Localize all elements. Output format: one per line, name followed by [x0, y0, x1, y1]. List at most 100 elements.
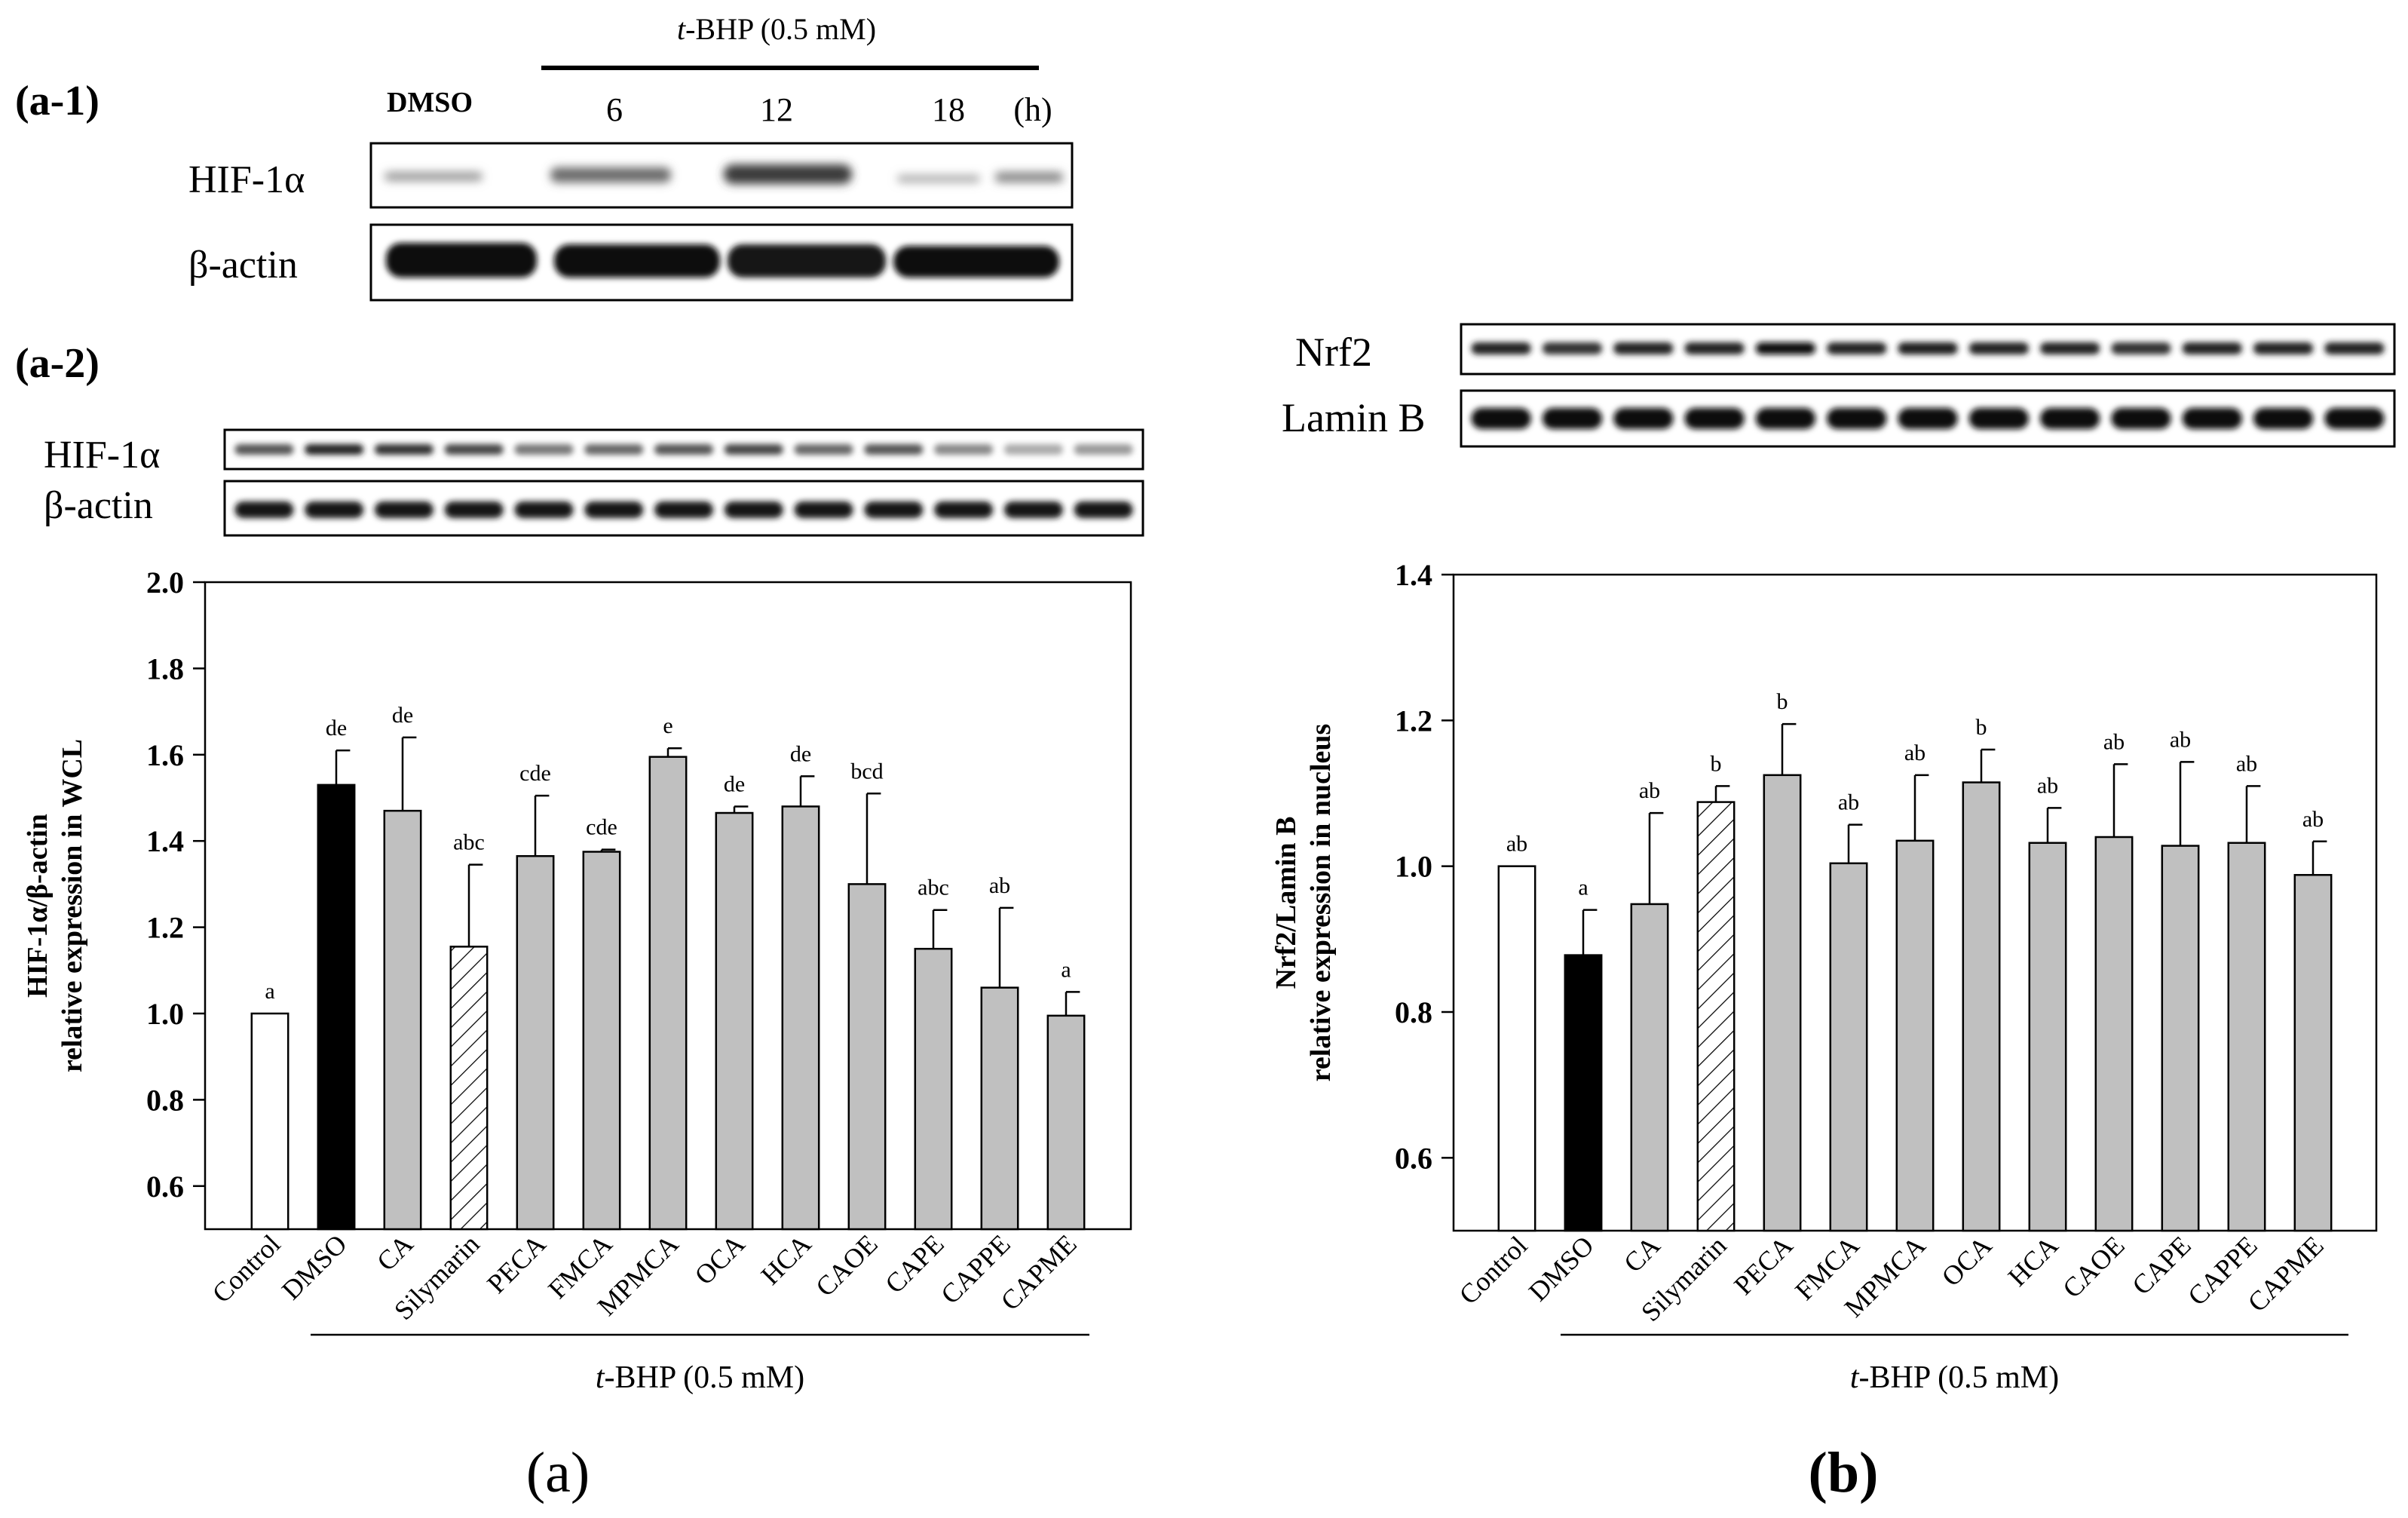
significance-letter: ab	[2236, 751, 2257, 776]
significance-letter: de	[392, 703, 413, 728]
category-label: CAPME	[2242, 1230, 2330, 1317]
bar-control	[1497, 865, 1536, 1232]
category-label: DMSO	[1523, 1230, 1600, 1307]
blot-band	[2111, 342, 2171, 354]
lane-label-hours-unit: (h)	[1013, 91, 1052, 128]
blot-band	[584, 501, 644, 518]
y-tick-label: 0.8	[1395, 995, 1432, 1029]
bar-mpmca	[1895, 839, 1935, 1232]
panel-a2-label: (a-2)	[15, 340, 100, 387]
y-tick-label: 1.4	[146, 824, 184, 858]
blot-band	[794, 501, 853, 518]
category-label: PECA	[481, 1228, 551, 1299]
blot-band	[654, 501, 713, 518]
significance-letter: b	[1777, 689, 1788, 714]
panel-b-caption: (b)	[1809, 1441, 1879, 1504]
bar-control	[250, 1012, 290, 1231]
y-tick-label: 1.4	[1395, 558, 1432, 592]
y-tick-label: 1.0	[1395, 850, 1432, 884]
blot-a2-actin-label: β-actin	[44, 484, 153, 527]
category-label: CAOE	[810, 1228, 884, 1302]
category-label: DMSO	[276, 1228, 353, 1305]
blot-band	[724, 444, 783, 455]
bar-peca	[516, 854, 555, 1231]
category-label: HCA	[2002, 1230, 2064, 1292]
blot-band	[2253, 342, 2314, 354]
y-tick-label: 1.2	[146, 911, 184, 945]
bar-dmso	[317, 784, 356, 1231]
blot-band	[864, 444, 924, 455]
timecourse-header: t-BHP (0.5 mM) DMSO 6 12 18 (h)	[387, 12, 1052, 128]
category-label: CA	[371, 1228, 419, 1277]
bar-caoe	[847, 883, 887, 1231]
blot-band	[234, 444, 294, 455]
category-label: CAPME	[995, 1228, 1083, 1316]
significance-letter: ab	[1838, 790, 1859, 815]
panel-a-caption: (a)	[526, 1441, 590, 1504]
blot-b-laminb	[1460, 389, 2396, 448]
bar-cape	[914, 947, 953, 1231]
blot-band	[234, 501, 294, 518]
lane-label-dmso: DMSO	[387, 87, 473, 118]
blot-band	[1898, 408, 1958, 429]
y-tick-label: 0.6	[1395, 1141, 1432, 1175]
significance-letter: e	[663, 713, 672, 738]
blot-band	[305, 444, 364, 455]
blot-band	[724, 501, 783, 518]
significance-letter: ab	[1639, 778, 1660, 803]
bar-dmso	[1564, 954, 1603, 1232]
chart-a: 0.6 0.8 1.0 1.2 1.4 1.6 1.8 2.0 HIF-1α/β-actin re…	[22, 566, 1132, 1395]
lane-label-18h: 18	[932, 91, 965, 128]
significance-letter: ab	[989, 873, 1010, 898]
blot-a1-hif-label: HIF-1α	[188, 158, 305, 201]
blot-band	[444, 444, 504, 455]
blot-band	[514, 501, 574, 518]
blot-a1-actin-label: β-actin	[188, 244, 298, 287]
blot-a1-hif	[369, 142, 1074, 209]
blot-band	[2324, 408, 2385, 429]
bar-fmca	[1829, 862, 1868, 1232]
blot-band	[2324, 342, 2385, 354]
category-label: CAOE	[2057, 1230, 2131, 1304]
blot-band	[1542, 408, 1603, 429]
bar-ca	[383, 809, 422, 1231]
blot-band	[1755, 342, 1815, 354]
blot-a2-hif-label: HIF-1α	[44, 434, 160, 477]
blot-band	[1827, 408, 1887, 429]
blot-band	[1003, 501, 1063, 518]
significance-letter: de	[724, 771, 745, 796]
blot-band	[1003, 444, 1063, 455]
bar-cappe	[2227, 842, 2266, 1232]
blot-band	[2253, 408, 2314, 429]
significance-letter: de	[326, 716, 347, 741]
blot-band	[2182, 408, 2242, 429]
significance-letter: ab	[2103, 729, 2125, 754]
blot-band	[1613, 408, 1674, 429]
significance-letter: a	[1578, 876, 1588, 900]
blot-band	[1968, 408, 2029, 429]
y-tick-label: 1.2	[1395, 704, 1432, 738]
blot-band	[864, 501, 924, 518]
blot-band	[2111, 408, 2171, 429]
blot-band	[374, 501, 434, 518]
bar-oca	[715, 811, 754, 1231]
significance-letter: a	[265, 979, 274, 1004]
y-tick-label: 2.0	[146, 566, 184, 600]
category-label: Control	[207, 1228, 286, 1308]
blot-band	[1542, 342, 1603, 354]
blot-band	[1684, 408, 1745, 429]
treatment-label: t-BHP (0.5 mM)	[1850, 1360, 2059, 1395]
lane-label-6h: 6	[606, 91, 623, 128]
significance-letter: ab	[2037, 773, 2058, 798]
bar-mpmca	[648, 756, 688, 1231]
significance-letter: ab	[2302, 807, 2324, 832]
blot-b-nrf2	[1460, 323, 2396, 376]
category-label: OCA	[1936, 1230, 1998, 1292]
blot-band	[934, 501, 994, 518]
timecourse-treatment-label: t-BHP (0.5 mM)	[677, 12, 876, 46]
bar-cape	[2161, 845, 2200, 1232]
blot-band	[584, 444, 644, 455]
significance-letter: bcd	[850, 759, 883, 784]
